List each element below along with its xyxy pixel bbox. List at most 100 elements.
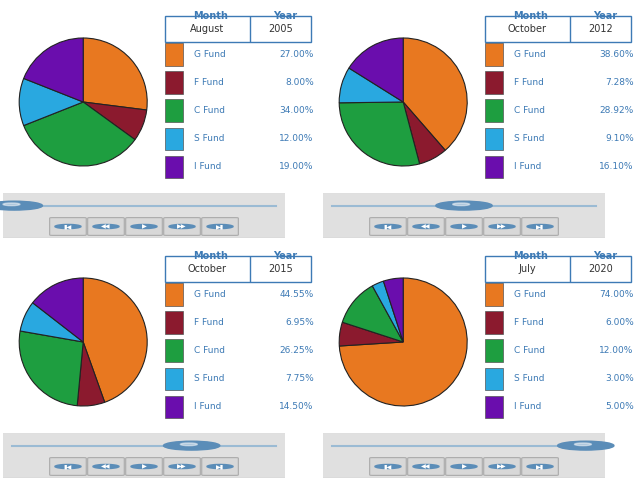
Text: C Fund: C Fund: [195, 106, 225, 115]
Text: 2012: 2012: [588, 24, 613, 34]
FancyBboxPatch shape: [484, 457, 520, 475]
Text: ▶: ▶: [141, 224, 147, 229]
Text: 2015: 2015: [268, 264, 293, 274]
Text: 16.10%: 16.10%: [599, 162, 634, 171]
Circle shape: [55, 465, 81, 468]
FancyBboxPatch shape: [166, 72, 182, 94]
Wedge shape: [339, 102, 420, 166]
Text: 14.50%: 14.50%: [279, 402, 314, 411]
FancyBboxPatch shape: [125, 457, 163, 475]
Text: 19.00%: 19.00%: [279, 162, 314, 171]
Text: Year: Year: [273, 12, 298, 22]
Text: ▶▮: ▶▮: [536, 224, 544, 229]
Circle shape: [180, 443, 197, 445]
Text: C Fund: C Fund: [515, 346, 545, 355]
FancyBboxPatch shape: [0, 192, 291, 239]
Wedge shape: [83, 38, 147, 110]
Wedge shape: [342, 286, 403, 342]
Text: October: October: [188, 264, 227, 274]
Circle shape: [169, 225, 195, 228]
Wedge shape: [349, 38, 403, 102]
Circle shape: [451, 465, 477, 468]
Wedge shape: [24, 38, 83, 102]
Text: ▶▶: ▶▶: [177, 224, 187, 229]
Text: G Fund: G Fund: [195, 290, 227, 299]
Text: 8.00%: 8.00%: [285, 78, 314, 87]
Text: F Fund: F Fund: [195, 318, 225, 327]
Circle shape: [575, 443, 591, 445]
Text: July: July: [518, 264, 536, 274]
Text: Year: Year: [593, 12, 618, 22]
Wedge shape: [372, 281, 403, 342]
Text: G Fund: G Fund: [195, 50, 227, 59]
FancyBboxPatch shape: [0, 432, 291, 479]
Wedge shape: [77, 342, 105, 406]
Text: I Fund: I Fund: [195, 402, 222, 411]
Text: S Fund: S Fund: [195, 374, 225, 383]
Text: ▮◀: ▮◀: [64, 224, 72, 229]
Text: 27.00%: 27.00%: [279, 50, 314, 59]
Circle shape: [436, 201, 492, 210]
Text: 34.00%: 34.00%: [279, 106, 314, 115]
FancyBboxPatch shape: [50, 217, 86, 235]
FancyBboxPatch shape: [486, 396, 502, 418]
Circle shape: [207, 225, 233, 228]
Circle shape: [557, 441, 614, 450]
Circle shape: [527, 225, 553, 228]
Circle shape: [527, 465, 553, 468]
FancyBboxPatch shape: [522, 217, 558, 235]
Text: 26.25%: 26.25%: [280, 346, 314, 355]
Text: I Fund: I Fund: [515, 402, 542, 411]
FancyBboxPatch shape: [166, 368, 182, 390]
Text: C Fund: C Fund: [195, 346, 225, 355]
FancyBboxPatch shape: [486, 312, 502, 334]
Text: ▶: ▶: [461, 224, 467, 229]
Text: 7.28%: 7.28%: [605, 78, 634, 87]
Text: F Fund: F Fund: [515, 318, 545, 327]
Text: 2020: 2020: [588, 264, 613, 274]
Text: G Fund: G Fund: [515, 290, 547, 299]
FancyBboxPatch shape: [166, 99, 182, 122]
FancyBboxPatch shape: [370, 217, 406, 235]
FancyBboxPatch shape: [50, 457, 86, 475]
Text: S Fund: S Fund: [515, 134, 545, 143]
Text: Month: Month: [513, 252, 548, 262]
Wedge shape: [33, 278, 83, 342]
FancyBboxPatch shape: [202, 457, 238, 475]
Wedge shape: [83, 102, 147, 140]
Text: 5.00%: 5.00%: [605, 402, 634, 411]
FancyBboxPatch shape: [164, 217, 200, 235]
FancyBboxPatch shape: [486, 16, 631, 42]
FancyBboxPatch shape: [166, 128, 182, 150]
Text: 6.00%: 6.00%: [605, 318, 634, 327]
Text: 28.92%: 28.92%: [600, 106, 634, 115]
Wedge shape: [24, 102, 135, 166]
Text: 38.60%: 38.60%: [599, 50, 634, 59]
Circle shape: [131, 465, 157, 468]
Wedge shape: [403, 38, 467, 150]
Text: Month: Month: [193, 252, 228, 262]
FancyBboxPatch shape: [445, 457, 483, 475]
Circle shape: [489, 465, 515, 468]
Circle shape: [375, 465, 401, 468]
Text: 74.00%: 74.00%: [599, 290, 634, 299]
Text: I Fund: I Fund: [515, 162, 542, 171]
FancyBboxPatch shape: [317, 192, 611, 239]
Circle shape: [452, 203, 470, 205]
Text: ▶▶: ▶▶: [497, 464, 507, 469]
Text: ◀◀: ◀◀: [421, 224, 431, 229]
Text: F Fund: F Fund: [515, 78, 545, 87]
Text: C Fund: C Fund: [515, 106, 545, 115]
Text: S Fund: S Fund: [515, 374, 545, 383]
FancyBboxPatch shape: [408, 457, 444, 475]
Text: 6.95%: 6.95%: [285, 318, 314, 327]
Text: 44.55%: 44.55%: [280, 290, 314, 299]
FancyBboxPatch shape: [166, 339, 182, 362]
Text: ▶▮: ▶▮: [216, 224, 224, 229]
FancyBboxPatch shape: [166, 396, 182, 418]
Text: ◀◀: ◀◀: [421, 464, 431, 469]
Text: ◀◀: ◀◀: [101, 224, 111, 229]
Text: 7.75%: 7.75%: [285, 374, 314, 383]
Text: ▶▶: ▶▶: [177, 464, 187, 469]
Wedge shape: [383, 278, 403, 342]
